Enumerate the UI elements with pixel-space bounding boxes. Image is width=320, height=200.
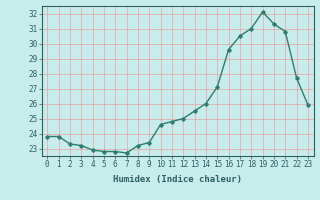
X-axis label: Humidex (Indice chaleur): Humidex (Indice chaleur) (113, 175, 242, 184)
